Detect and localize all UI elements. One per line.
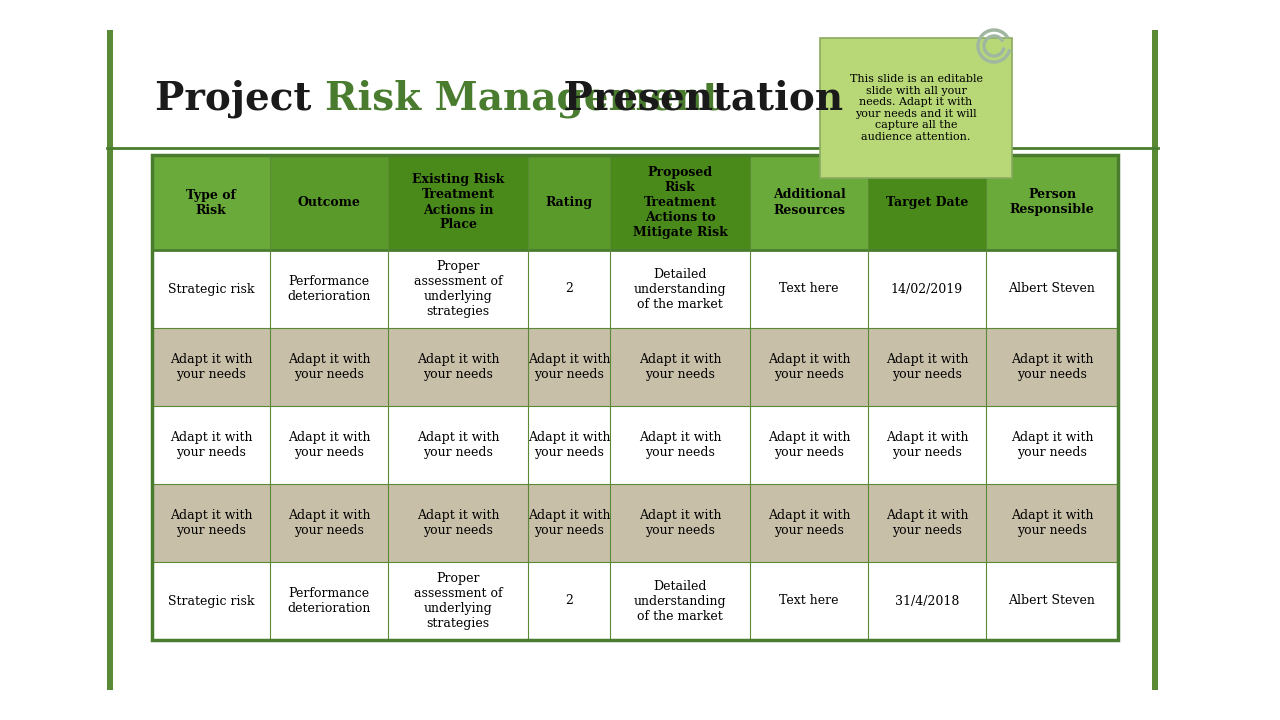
- Text: Strategic risk: Strategic risk: [168, 282, 255, 295]
- Text: Detailed
understanding
of the market: Detailed understanding of the market: [634, 580, 726, 623]
- Bar: [750, 155, 868, 250]
- Text: Outcome: Outcome: [297, 196, 361, 209]
- Text: Adapt it with
your needs: Adapt it with your needs: [527, 353, 611, 381]
- Text: Text here: Text here: [780, 595, 838, 608]
- Bar: [611, 155, 750, 250]
- Text: Performance
deterioration: Performance deterioration: [287, 587, 371, 615]
- Text: 2: 2: [564, 282, 573, 295]
- Text: Adapt it with
your needs: Adapt it with your needs: [288, 431, 370, 459]
- Text: Adapt it with
your needs: Adapt it with your needs: [886, 353, 968, 381]
- Text: Rating: Rating: [545, 196, 593, 209]
- Bar: [152, 484, 1117, 562]
- Text: 2: 2: [564, 595, 573, 608]
- Text: Adapt it with
your needs: Adapt it with your needs: [288, 509, 370, 537]
- Text: This slide is an editable
slide with all your
needs. Adapt it with
your needs an: This slide is an editable slide with all…: [850, 74, 983, 142]
- Text: 31/4/2018: 31/4/2018: [895, 595, 959, 608]
- Text: Proper
assessment of
underlying
strategies: Proper assessment of underlying strategi…: [413, 572, 502, 630]
- Bar: [529, 155, 611, 250]
- Text: Adapt it with
your needs: Adapt it with your needs: [417, 353, 499, 381]
- Text: Additional
Resources: Additional Resources: [773, 189, 845, 217]
- Text: Adapt it with
your needs: Adapt it with your needs: [639, 431, 721, 459]
- Text: Existing Risk
Treatment
Actions in
Place: Existing Risk Treatment Actions in Place: [412, 174, 504, 232]
- Text: Performance
deterioration: Performance deterioration: [287, 275, 371, 303]
- Text: Adapt it with
your needs: Adapt it with your needs: [417, 431, 499, 459]
- Bar: [152, 155, 270, 250]
- Text: Adapt it with
your needs: Adapt it with your needs: [170, 431, 252, 459]
- Text: Adapt it with
your needs: Adapt it with your needs: [768, 431, 850, 459]
- Text: Risk Management: Risk Management: [325, 79, 721, 118]
- Text: Adapt it with
your needs: Adapt it with your needs: [639, 353, 721, 381]
- Bar: [152, 250, 1117, 328]
- Text: Adapt it with
your needs: Adapt it with your needs: [527, 509, 611, 537]
- Text: Adapt it with
your needs: Adapt it with your needs: [886, 509, 968, 537]
- Text: Adapt it with
your needs: Adapt it with your needs: [417, 509, 499, 537]
- Text: Project: Project: [155, 79, 325, 118]
- Text: Presentation: Presentation: [550, 80, 844, 118]
- Text: Adapt it with
your needs: Adapt it with your needs: [527, 431, 611, 459]
- Bar: [152, 562, 1117, 640]
- Text: Adapt it with
your needs: Adapt it with your needs: [639, 509, 721, 537]
- Text: Proper
assessment of
underlying
strategies: Proper assessment of underlying strategi…: [413, 260, 502, 318]
- Text: 14/02/2019: 14/02/2019: [891, 282, 963, 295]
- Text: Adapt it with
your needs: Adapt it with your needs: [288, 353, 370, 381]
- Bar: [868, 155, 986, 250]
- Bar: [388, 155, 529, 250]
- Bar: [820, 38, 1012, 178]
- Text: Person
Responsible: Person Responsible: [1010, 189, 1094, 217]
- Bar: [108, 30, 113, 690]
- Text: Adapt it with
your needs: Adapt it with your needs: [768, 509, 850, 537]
- Text: Text here: Text here: [780, 282, 838, 295]
- Text: Adapt it with
your needs: Adapt it with your needs: [1011, 509, 1093, 537]
- Bar: [270, 155, 388, 250]
- Bar: [152, 406, 1117, 484]
- Bar: [152, 155, 1117, 640]
- Text: Target Date: Target Date: [886, 196, 968, 209]
- Text: Proposed
Risk
Treatment
Actions to
Mitigate Risk: Proposed Risk Treatment Actions to Mitig…: [632, 166, 727, 239]
- Text: Type of
Risk: Type of Risk: [186, 189, 236, 217]
- Bar: [986, 155, 1117, 250]
- Text: Adapt it with
your needs: Adapt it with your needs: [170, 509, 252, 537]
- Text: Albert Steven: Albert Steven: [1009, 282, 1096, 295]
- Text: Adapt it with
your needs: Adapt it with your needs: [1011, 353, 1093, 381]
- Text: Adapt it with
your needs: Adapt it with your needs: [768, 353, 850, 381]
- Bar: [152, 328, 1117, 406]
- Text: Detailed
understanding
of the market: Detailed understanding of the market: [634, 268, 726, 310]
- Text: Adapt it with
your needs: Adapt it with your needs: [886, 431, 968, 459]
- Text: Adapt it with
your needs: Adapt it with your needs: [170, 353, 252, 381]
- Text: Albert Steven: Albert Steven: [1009, 595, 1096, 608]
- Text: Adapt it with
your needs: Adapt it with your needs: [1011, 431, 1093, 459]
- Bar: [1152, 30, 1158, 690]
- Text: Strategic risk: Strategic risk: [168, 595, 255, 608]
